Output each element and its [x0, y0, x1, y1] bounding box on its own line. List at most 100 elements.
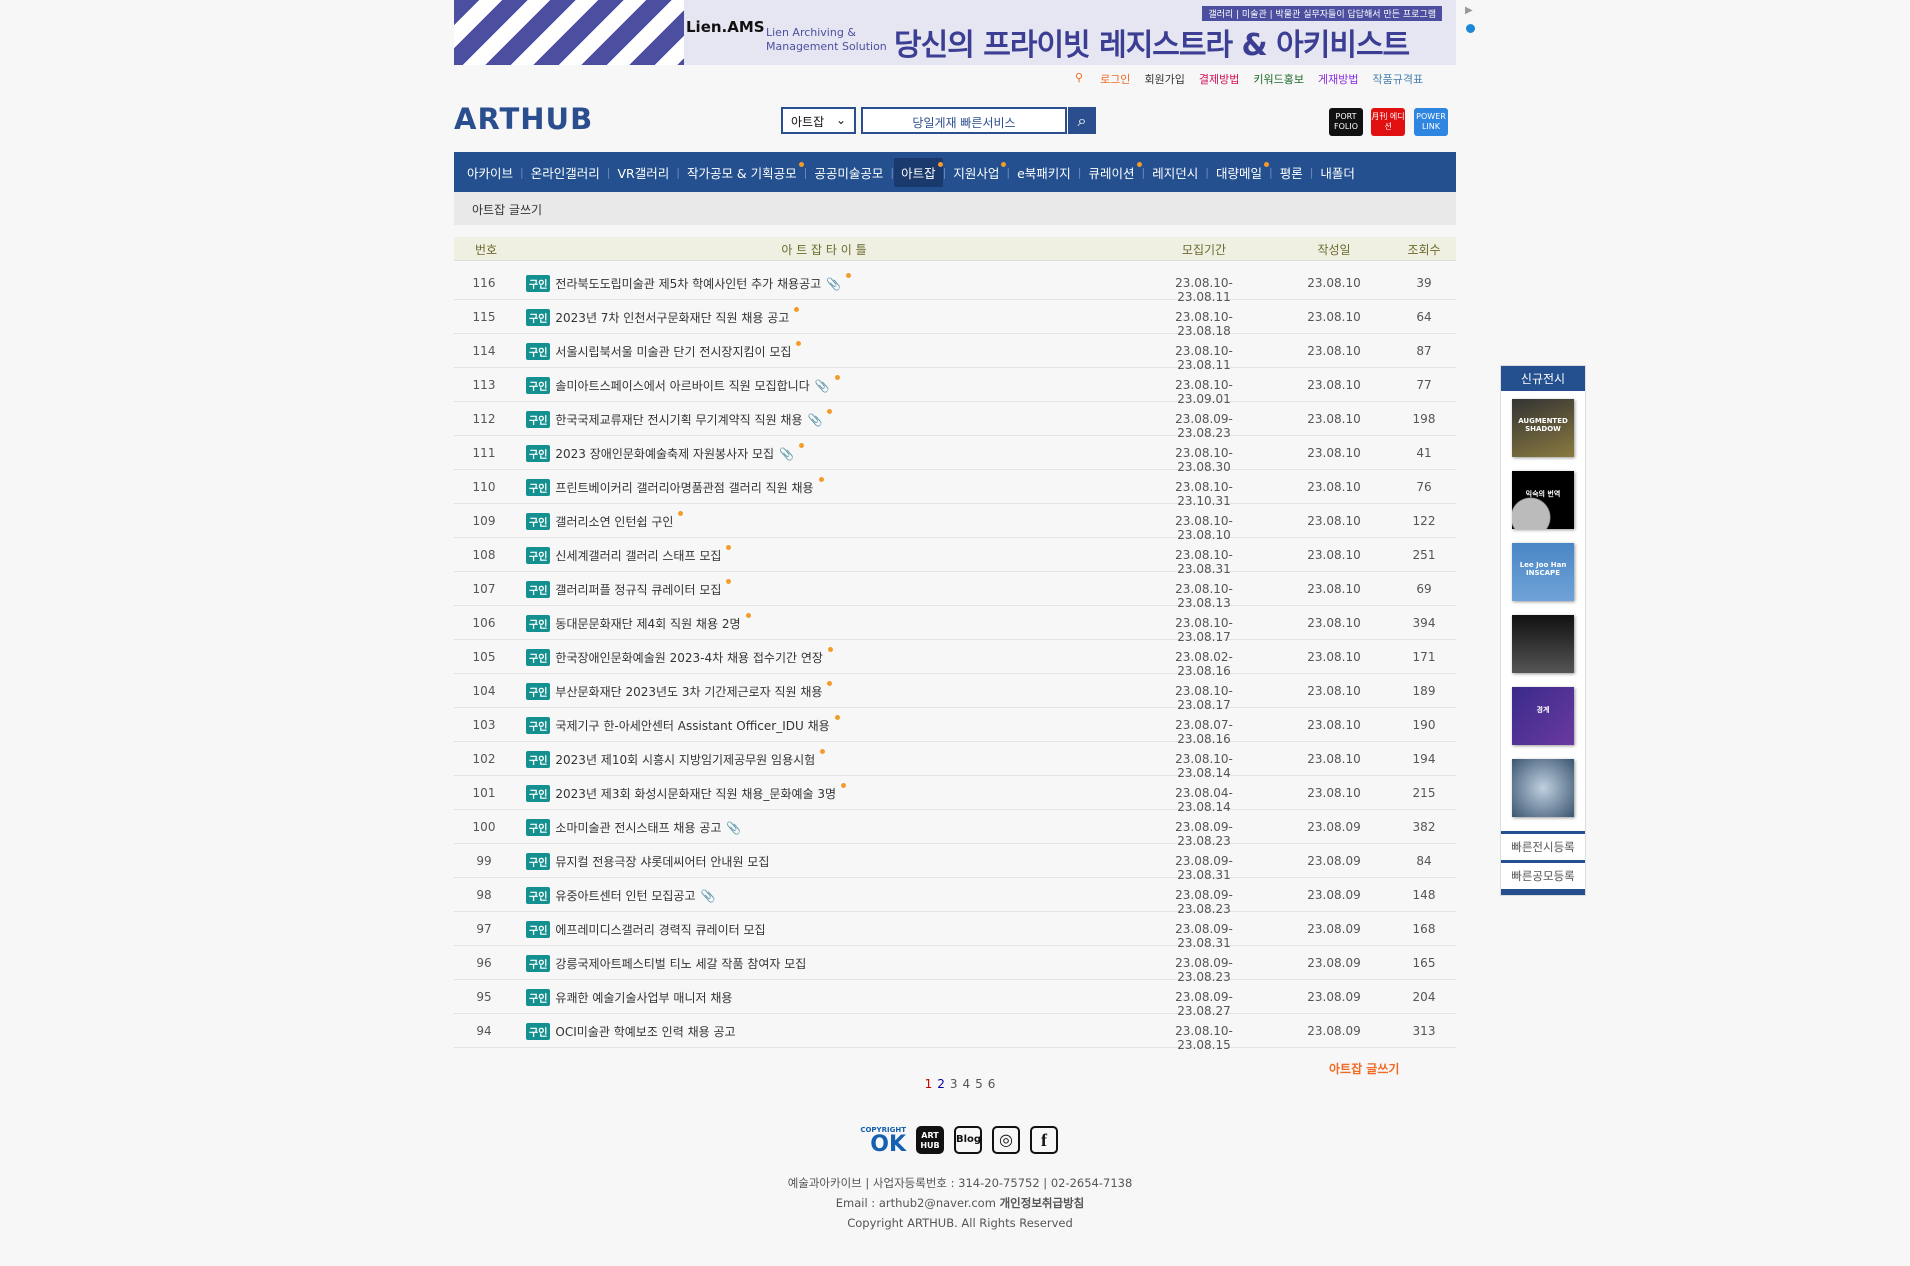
- privacy-policy-link[interactable]: 개인정보취급방침: [999, 1196, 1085, 1210]
- table-row[interactable]: 101 구인 2023년 제3회 화성시문화재단 직원 채용_문화예술 3명 23.0…: [454, 776, 1456, 814]
- title-cell[interactable]: 구인 강릉국제아트페스티벌 티노 세갈 작품 참여자 모집: [526, 955, 806, 972]
- blog-icon[interactable]: Blog: [954, 1126, 982, 1154]
- nav-item[interactable]: 대량메일: [1209, 158, 1269, 187]
- job-title-link[interactable]: 솔미아트스페이스에서 아르바이트 직원 모집합니다: [555, 379, 810, 393]
- nav-item[interactable]: 내폴더: [1313, 158, 1362, 187]
- title-cell[interactable]: 구인 2023년 7차 인천서구문화재단 직원 채용 공고: [526, 307, 800, 326]
- table-row[interactable]: 112 구인 한국국제교류재단 전시기획 무기계약직 직원 채용 📎 23.08.09-…: [454, 402, 1456, 440]
- exhibition-thumbnail[interactable]: Lee Joo Han INSCAPE: [1512, 543, 1574, 601]
- title-cell[interactable]: 구인 갤러리소연 인턴쉽 구인: [526, 511, 684, 530]
- job-title-link[interactable]: 에프레미디스갤러리 경력직 큐레이터 모집: [555, 923, 766, 937]
- write-link-sub[interactable]: 아트잡 글쓰기: [472, 203, 543, 217]
- nav-item[interactable]: 작가공모 & 기획공모: [680, 158, 804, 187]
- job-title-link[interactable]: OCI미술관 학예보조 인력 채용 공고: [555, 1025, 736, 1039]
- title-cell[interactable]: 구인 유쾌한 예술기술사업부 매니저 채용: [526, 989, 732, 1006]
- job-title-link[interactable]: 한국국제교류재단 전시기획 무기계약직 직원 채용: [555, 413, 803, 427]
- table-row[interactable]: 103 구인 국제기구 한-아세안센터 Assistant Officer_IDU …: [454, 708, 1456, 746]
- title-cell[interactable]: 구인 신세계갤러리 갤러리 스태프 모집: [526, 545, 732, 564]
- nav-item[interactable]: 온라인갤러리: [524, 158, 607, 187]
- job-title-link[interactable]: 2023년 제10회 시흥시 지방임기제공무원 임용시험: [555, 753, 816, 767]
- instagram-icon[interactable]: ◎: [992, 1126, 1020, 1154]
- title-cell[interactable]: 구인 서울시립북서울 미술관 단기 전시장지킴이 모집: [526, 341, 802, 360]
- table-row[interactable]: 104 구인 부산문화재단 2023년도 3차 기간제근로자 직원 채용 23.08.…: [454, 674, 1456, 712]
- table-row[interactable]: 94 구인 OCI미술관 학예보조 인력 채용 공고 23.08.10-23.08.1…: [454, 1014, 1456, 1052]
- quick-exhibition-register[interactable]: 빠른전시등록: [1501, 831, 1585, 860]
- nav-item[interactable]: 큐레이션: [1081, 158, 1142, 187]
- title-cell[interactable]: 구인 전라북도도립미술관 제5차 학예사인턴 추가 채용공고 📎: [526, 273, 852, 292]
- job-title-link[interactable]: 갤러리소연 인턴쉽 구인: [555, 515, 674, 529]
- ad-banner[interactable]: Lien.AMS Lien Archiving & Management Sol…: [454, 0, 1456, 65]
- table-row[interactable]: 107 구인 갤러리퍼플 정규직 큐레이터 모집 23.08.10-23.08.13 2…: [454, 572, 1456, 610]
- top-link[interactable]: 결제방법: [1198, 73, 1240, 86]
- job-title-link[interactable]: 소마미술관 전시스태프 채용 공고: [555, 821, 722, 835]
- job-title-link[interactable]: 유쾌한 예술기술사업부 매니저 채용: [555, 991, 733, 1005]
- table-row[interactable]: 115 구인 2023년 7차 인천서구문화재단 직원 채용 공고 23.08.10-…: [454, 300, 1456, 338]
- table-row[interactable]: 106 구인 동대문문화재단 제4회 직원 채용 2명 23.08.10-23.08.…: [454, 606, 1456, 644]
- search-input[interactable]: 당일게재 빠른서비스: [861, 107, 1067, 134]
- job-title-link[interactable]: 동대문문화재단 제4회 직원 채용 2명: [555, 617, 741, 631]
- top-link[interactable]: 게재방법: [1318, 73, 1359, 86]
- exhibition-thumbnail[interactable]: 익숙의 번역: [1512, 471, 1574, 529]
- job-title-link[interactable]: 유중아트센터 인턴 모집공고: [555, 889, 696, 903]
- title-cell[interactable]: 구인 뮤지컬 전용극장 샤롯데씨어터 안내원 모집: [526, 853, 769, 870]
- page-link[interactable]: 2: [937, 1077, 945, 1091]
- table-row[interactable]: 109 구인 갤러리소연 인턴쉽 구인 23.08.10-23.08.10 23.08.…: [454, 504, 1456, 542]
- copyright-ok-logo[interactable]: COPYRIGHT OK: [848, 1125, 906, 1156]
- nav-item[interactable]: 아카이브: [460, 158, 520, 187]
- table-row[interactable]: 111 구인 2023 장애인문화예술축제 자원봉사자 모집 📎 23.08.10-23…: [454, 436, 1456, 474]
- nav-item[interactable]: 지원사업: [946, 158, 1007, 187]
- search-button[interactable]: ⌕: [1068, 107, 1096, 134]
- arthub-icon[interactable]: ART HUB: [916, 1126, 944, 1154]
- nav-item[interactable]: 공공미술공모: [807, 158, 890, 187]
- title-cell[interactable]: 구인 2023년 제10회 시흥시 지방임기제공무원 임용시험: [526, 749, 826, 768]
- page-link[interactable]: 6: [987, 1077, 996, 1091]
- job-title-link[interactable]: 전라북도도립미술관 제5차 학예사인턴 추가 채용공고: [555, 277, 822, 291]
- title-cell[interactable]: 구인 동대문문화재단 제4회 직원 채용 2명: [526, 613, 751, 632]
- table-row[interactable]: 97 구인 에프레미디스갤러리 경력직 큐레이터 모집 23.08.09-23.08.…: [454, 912, 1456, 950]
- write-button[interactable]: 아트잡 글쓰기: [1329, 1062, 1400, 1076]
- portfolio-button[interactable]: PORT FOLIO: [1329, 108, 1363, 136]
- quick-contest-register[interactable]: 빠른공모등록: [1501, 860, 1585, 889]
- job-title-link[interactable]: 국제기구 한-아세안센터 Assistant Officer_IDU 채용: [555, 719, 830, 733]
- job-title-link[interactable]: 2023 장애인문화예술축제 자원봉사자 모집: [555, 447, 775, 461]
- page-link[interactable]: 4: [962, 1077, 971, 1091]
- table-row[interactable]: 95 구인 유쾌한 예술기술사업부 매니저 채용 23.08.09-23.08.27 2…: [454, 980, 1456, 1018]
- title-cell[interactable]: 구인 부산문화재단 2023년도 3차 기간제근로자 직원 채용: [526, 681, 833, 700]
- job-title-link[interactable]: 서울시립북서울 미술관 단기 전시장지킴이 모집: [555, 345, 792, 359]
- title-cell[interactable]: 구인 한국국제교류재단 전시기획 무기계약직 직원 채용 📎: [526, 409, 833, 428]
- power-link-button[interactable]: POWER LINK: [1414, 108, 1448, 136]
- table-row[interactable]: 110 구인 프린트베이커리 갤러리아명품관점 갤러리 직원 채용 23.08.10-…: [454, 470, 1456, 508]
- monthly-edition-button[interactable]: 月刊 에디션: [1371, 108, 1405, 136]
- top-link[interactable]: 키워드홍보: [1253, 73, 1305, 86]
- table-row[interactable]: 100 구인 소마미술관 전시스태프 채용 공고 📎 23.08.09-23.08.23…: [454, 810, 1456, 848]
- title-cell[interactable]: 구인 소마미술관 전시스태프 채용 공고 📎: [526, 819, 741, 836]
- play-icon[interactable]: ▶: [1465, 5, 1473, 16]
- job-title-link[interactable]: 한국장애인문화예술원 2023-4차 채용 접수기간 연장: [555, 651, 823, 665]
- title-cell[interactable]: 구인 솔미아트스페이스에서 아르바이트 직원 모집합니다 📎: [526, 375, 840, 394]
- table-row[interactable]: 114 구인 서울시립북서울 미술관 단기 전시장지킴이 모집 23.08.10-23…: [454, 334, 1456, 372]
- job-title-link[interactable]: 뮤지컬 전용극장 샤롯데씨어터 안내원 모집: [555, 855, 770, 869]
- page-link[interactable]: 3: [949, 1077, 958, 1091]
- nav-item[interactable]: VR갤러리: [610, 158, 676, 187]
- top-link[interactable]: 회원가입: [1144, 73, 1185, 86]
- job-title-link[interactable]: 갤러리퍼플 정규직 큐레이터 모집: [555, 583, 722, 597]
- logo[interactable]: ARTHUB: [454, 102, 594, 136]
- job-title-link[interactable]: 프린트베이커리 갤러리아명품관점 갤러리 직원 채용: [555, 481, 814, 495]
- page-link[interactable]: 5: [975, 1077, 983, 1091]
- page-link[interactable]: 1: [924, 1077, 933, 1091]
- title-cell[interactable]: 구인 에프레미디스갤러리 경력직 큐레이터 모집: [526, 921, 766, 938]
- table-row[interactable]: 108 구인 신세계갤러리 갤러리 스태프 모집 23.08.10-23.08.31 2…: [454, 538, 1456, 576]
- search-category-select[interactable]: 아트잡 ⌄: [781, 107, 856, 134]
- title-cell[interactable]: 구인 유중아트센터 인턴 모집공고 📎: [526, 887, 715, 904]
- nav-item[interactable]: 아트잡: [894, 157, 943, 187]
- title-cell[interactable]: 구인 2023 장애인문화예술축제 자원봉사자 모집 📎: [526, 443, 804, 462]
- title-cell[interactable]: 구인 프린트베이커리 갤러리아명품관점 갤러리 직원 채용: [526, 477, 824, 496]
- job-title-link[interactable]: 신세계갤러리 갤러리 스태프 모집: [555, 549, 722, 563]
- facebook-icon[interactable]: f: [1030, 1126, 1058, 1154]
- title-cell[interactable]: 구인 OCI미술관 학예보조 인력 채용 공고: [526, 1023, 736, 1040]
- title-cell[interactable]: 구인 국제기구 한-아세안센터 Assistant Officer_IDU 채용: [526, 715, 840, 734]
- top-link[interactable]: 로그인: [1100, 73, 1131, 86]
- job-title-link[interactable]: 강릉국제아트페스티벌 티노 세갈 작품 참여자 모집: [555, 957, 807, 971]
- job-title-link[interactable]: 부산문화재단 2023년도 3차 기간제근로자 직원 채용: [555, 685, 823, 699]
- exhibition-thumbnail[interactable]: [1512, 759, 1574, 817]
